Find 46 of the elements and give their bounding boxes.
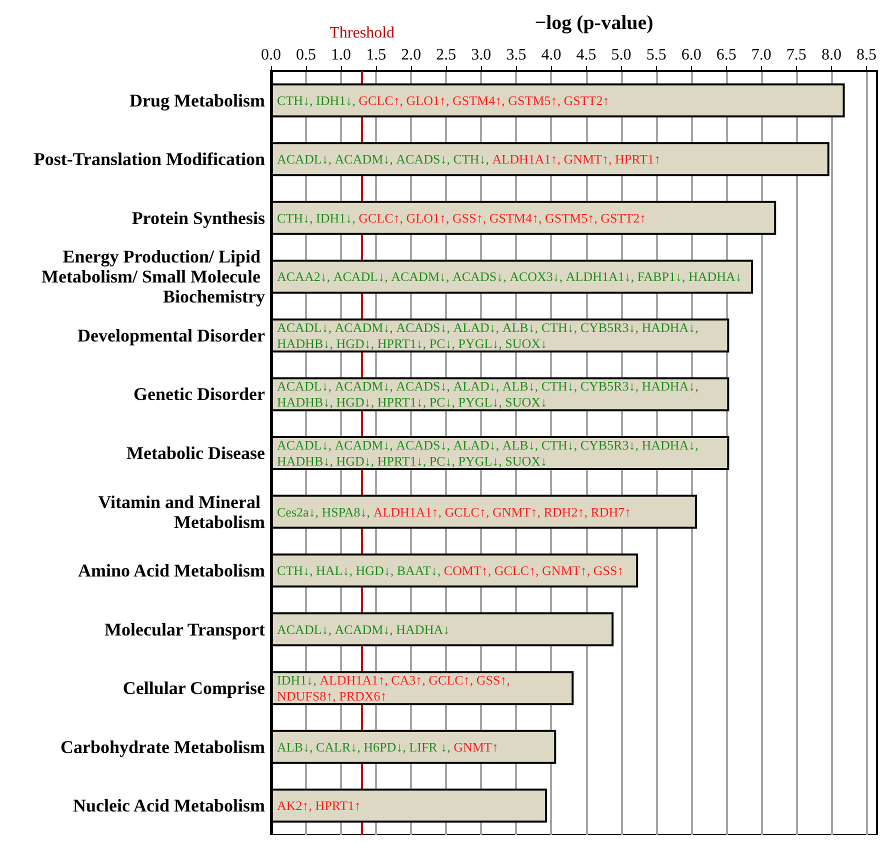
x-tick-label: 2.0: [401, 46, 422, 64]
text: ACADL↓, ACADM↓, ACADS↓, ALAD↓, ALB↓, CTH↓, CYB5R3↓, HADHA↓, HADHB↓, HGD↓, HPRT1↓, PC↓, PYGL↓, SUOX↓: [277, 320, 698, 351]
x-axis-title: −log (p-value): [534, 12, 654, 34]
x-tick-label: 7.5: [786, 46, 806, 64]
x-tick-label: 2.5: [436, 46, 456, 64]
x-tick-label: 8.5: [856, 46, 876, 64]
annotation: ACADL↓, ACADM↓, HADHA↓: [277, 622, 450, 637]
y-tick-label: Nucleic Acid Metabolism: [73, 796, 265, 816]
annotation: ALB↓, CALR↓, H6PD↓, LIFR ↓, GNMT↑: [277, 739, 498, 754]
annotation: CTH↓, IDH1↓, GCLC↑, GLO1↑, GSTM4↑, GSTM5↑, GSTT2↑: [277, 92, 610, 108]
x-tick-label: 5.0: [611, 46, 632, 64]
y-tick-label: Amino Acid Metabolism: [78, 560, 265, 581]
x-tick-label: 0.0: [261, 46, 281, 64]
y-tick-label: Carbohydrate Metabolism: [60, 736, 265, 757]
x-tick-label: 1.5: [366, 46, 386, 64]
text: ACADL↓, ACADM↓, ACADS↓, ALAD↓, ALB↓, CTH↓, CYB5R3↓, HADHA↓, HADHB↓, HGD↓, HPRT1↓, PC↓, PYGL↓, SUOX↓: [277, 438, 698, 468]
x-tick-label: 1.0: [331, 46, 352, 64]
annotation: CTH↓, HAL↓, HGD↓, BAAT↓, COMT↑, GCLC↑, GNMT↑, GSS↑: [277, 563, 624, 578]
y-tick-label: Molecular Transport: [104, 619, 265, 640]
x-tick-label: 8.0: [821, 46, 842, 64]
text: IDH1↓, ALDH1A1↑, CA3↑, GCLC↑, GSS↑, NDUFS8↑, PRDX6↑: [277, 672, 510, 704]
annotation: AK2↑, HPRT1↑: [277, 798, 361, 814]
annotation: CTH↓, IDH1↓, GCLC↑, GLO1↑, GSS↑, GSTM4↑, GSTM5↑, GSTT2↑: [277, 210, 646, 226]
y-tick-label: Metabolic Disease: [126, 443, 266, 463]
y-tick-label: Post-Translation Modification: [34, 149, 265, 170]
x-tick-label: 3.5: [506, 46, 526, 64]
y-tick-label: Energy Production/ Lipid Metabolism/ Small Molecule Biochemistry: [42, 246, 265, 307]
ref-line-label: Threshold: [330, 24, 395, 42]
y-tick-label: Genetic Disorder: [134, 384, 265, 404]
annotation: ACADL↓, ACADM↓, ACADS↓, CTH↓, ALDH1A1↑, GNMT↑, HPRT1↑: [277, 152, 660, 167]
y-tick-label: Protein Synthesis: [132, 208, 265, 228]
x-tick-label: 4.0: [541, 46, 562, 64]
x-tick-label: 3.0: [471, 46, 492, 64]
text: ACADL↓, ACADM↓, ACADS↓, ALAD↓, ALB↓, CTH↓, CYB5R3↓, HADHA↓, HADHB↓, HGD↓, HPRT1↓, PC↓, PYGL↓, SUOX↓: [277, 378, 698, 410]
y-tick-label: Developmental Disorder: [78, 325, 266, 346]
annotation: ACAA2↓, ACADL↓, ACADM↓, ACADS↓, ACOX3↓, ALDH1A1↓, FABP1↓, HADHA↓: [277, 269, 742, 284]
y-tick-label: Cellular Comprise: [122, 678, 266, 698]
x-tick-label: 0.5: [296, 46, 316, 64]
y-tick-label: Drug Metabolism: [130, 90, 266, 110]
x-tick-label: 7.0: [751, 46, 772, 64]
annotation: Ces2a↓, HSPA8↓, ALDH1A1↑, GCLC↑, GNMT↑, RDH2↑, RDH7↑: [277, 504, 632, 520]
x-tick-label: 4.5: [576, 46, 596, 64]
x-tick-label: 5.5: [646, 46, 666, 64]
x-tick-label: 6.0: [681, 46, 702, 64]
y-tick-label: Vitamin and Mineral Metabolism: [98, 492, 266, 532]
x-tick-label: 6.5: [716, 46, 736, 64]
